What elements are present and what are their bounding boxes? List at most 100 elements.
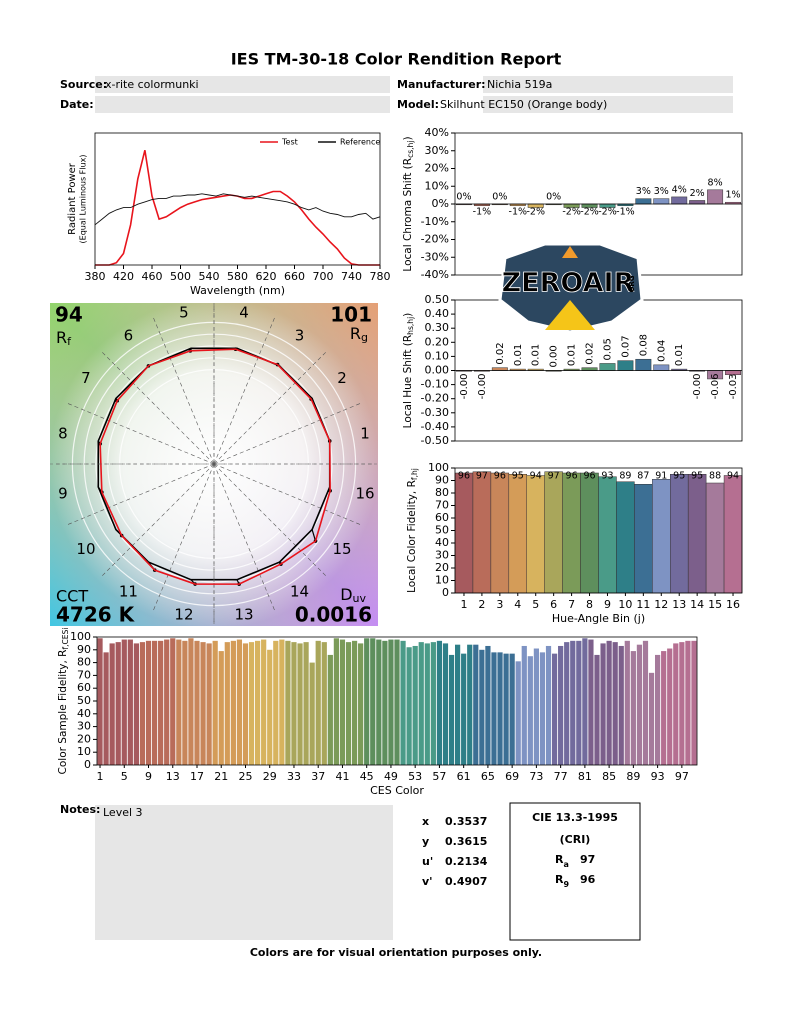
logo-road <box>545 300 595 330</box>
x-tick-label: 7 <box>568 598 575 611</box>
x-tick-label: 4 <box>514 598 521 611</box>
x-tick-label: 73 <box>529 770 543 783</box>
bar <box>97 638 103 765</box>
chromaticity-label: x <box>422 815 429 828</box>
x-tick-label: 700 <box>313 270 334 283</box>
y-tick-label: 90 <box>435 474 449 487</box>
x-tick-label: 1 <box>460 598 467 611</box>
bar <box>164 639 170 765</box>
bar <box>472 471 492 594</box>
y-tick-label: -30% <box>421 250 449 263</box>
bar <box>673 643 679 765</box>
x-tick-label: 5 <box>121 770 128 783</box>
bar <box>236 639 243 765</box>
cvg-bin-label: 4 <box>239 303 249 321</box>
y-axis-label-text: Color Sample Fidelity, R <box>57 650 69 775</box>
value-label: 0.07 <box>620 335 631 357</box>
value-label: -2% <box>526 207 545 218</box>
x-tick-label: 93 <box>651 770 665 783</box>
x-tick-label: 21 <box>214 770 228 783</box>
cvg-bin-label: 3 <box>295 326 305 344</box>
x-tick-label: 33 <box>287 770 301 783</box>
bar <box>635 198 652 205</box>
duv-value: 0.0016 <box>295 603 372 627</box>
x-tick-label: 540 <box>199 270 220 283</box>
bar <box>333 638 339 765</box>
y-axis-label: (Equal Luminous Flux) <box>79 155 88 244</box>
x-tick-label: 69 <box>505 770 519 783</box>
cvg-test <box>99 348 331 585</box>
cri-symbol: R9 <box>555 873 569 889</box>
y-tick-label: 10 <box>435 574 449 587</box>
bar <box>521 645 527 765</box>
y-tick-label: -0.40 <box>421 420 449 433</box>
bar <box>564 642 570 765</box>
value-label: 0% <box>546 192 561 203</box>
field-box <box>483 96 733 113</box>
bar <box>212 640 218 765</box>
y-tick-label: -0.10 <box>421 378 449 391</box>
bar <box>705 482 725 594</box>
value-label: 89 <box>619 471 631 482</box>
x-tick-label: 45 <box>360 770 374 783</box>
bar <box>418 642 424 765</box>
y-tick-label: 0.20 <box>425 335 450 348</box>
y-axis-label: Color Sample Fidelity, Rf,CESi <box>57 628 70 775</box>
bar <box>388 639 394 765</box>
y-tick-label: 20 <box>435 561 449 574</box>
bar <box>370 638 376 765</box>
bar <box>562 472 581 594</box>
bar <box>321 642 327 765</box>
chromaticity-value: 0.2134 <box>445 855 488 868</box>
y-tick-label: 30 <box>435 549 449 562</box>
y-tick-label: -0.50 <box>421 434 449 447</box>
bar <box>612 642 618 765</box>
cvg-spoke <box>100 463 215 578</box>
bar <box>394 639 400 765</box>
field-box <box>483 76 733 93</box>
bar <box>273 640 279 765</box>
bar <box>291 642 297 765</box>
y-tick-label: 50 <box>435 524 449 537</box>
cri-value: 96 <box>580 873 596 886</box>
bar <box>515 661 521 765</box>
x-tick-label: 740 <box>341 270 362 283</box>
value-label: -0.00 <box>459 374 470 400</box>
bar <box>661 651 667 765</box>
cvg-spoke <box>152 316 215 465</box>
bar <box>467 644 473 765</box>
bar <box>485 645 491 765</box>
value-label: 96 <box>494 471 506 482</box>
duv-symbol-sub: uv <box>353 592 367 605</box>
value-label: -2% <box>562 207 581 218</box>
rf-symbol-sub: f <box>67 335 72 348</box>
cri-symbol-sub: a <box>563 860 568 869</box>
y-tick-label: 80 <box>77 656 91 669</box>
y-tick-label: 10% <box>425 179 449 192</box>
x-tick-label: 15 <box>708 598 722 611</box>
bar <box>599 363 616 371</box>
value-label: 0.01 <box>674 344 685 366</box>
x-tick-label: 49 <box>384 770 398 783</box>
value-label: 2% <box>690 188 705 199</box>
bar <box>406 647 412 765</box>
value-label: 94 <box>727 471 739 482</box>
x-tick-label: 81 <box>578 770 592 783</box>
bar <box>455 644 461 765</box>
y-tick-label: 20% <box>425 162 449 175</box>
value-label: 0% <box>492 192 507 203</box>
logo-shape <box>498 242 644 334</box>
bar <box>255 640 261 765</box>
x-tick-label: 780 <box>370 270 391 283</box>
notes-text: Level 3 <box>103 806 143 819</box>
y-tick-label: 70 <box>77 668 91 681</box>
value-label: 0.08 <box>638 334 649 356</box>
bar <box>176 639 182 765</box>
report-title: IES TM-30-18 Color Rendition Report <box>231 50 562 69</box>
cri-box <box>509 802 641 941</box>
bar <box>689 200 706 205</box>
value-label: 3% <box>654 186 669 197</box>
rg-symbol-sub: g <box>361 331 368 344</box>
bar <box>230 640 236 765</box>
